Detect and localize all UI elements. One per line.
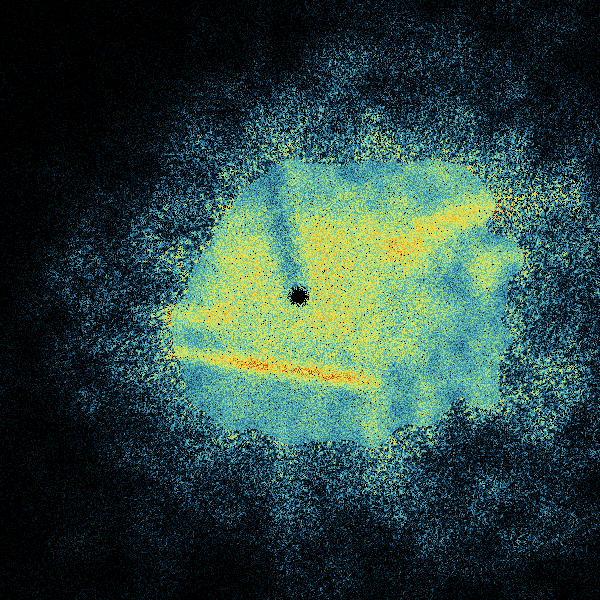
image-viewport	[0, 0, 600, 600]
false-colour-intensity-map	[0, 0, 600, 600]
